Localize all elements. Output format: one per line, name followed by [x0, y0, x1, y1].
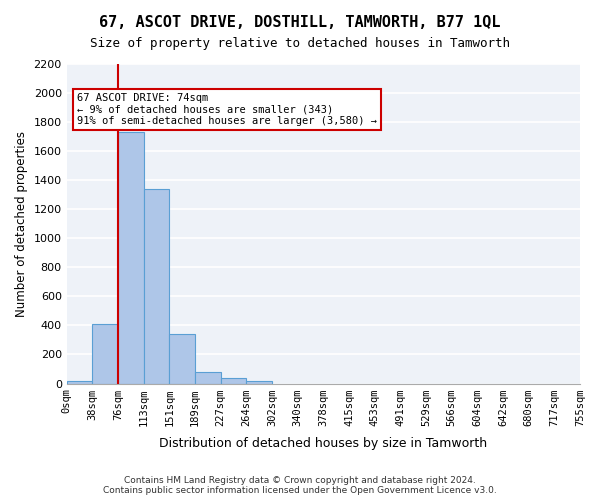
Bar — [195, 372, 221, 384]
Bar — [143, 189, 169, 384]
Bar — [221, 378, 247, 384]
X-axis label: Distribution of detached houses by size in Tamworth: Distribution of detached houses by size … — [159, 437, 487, 450]
Bar — [169, 334, 195, 384]
Text: Contains HM Land Registry data © Crown copyright and database right 2024.
Contai: Contains HM Land Registry data © Crown c… — [103, 476, 497, 495]
Text: Size of property relative to detached houses in Tamworth: Size of property relative to detached ho… — [90, 38, 510, 51]
Text: 67 ASCOT DRIVE: 74sqm
← 9% of detached houses are smaller (343)
91% of semi-deta: 67 ASCOT DRIVE: 74sqm ← 9% of detached h… — [77, 93, 377, 126]
Text: 67, ASCOT DRIVE, DOSTHILL, TAMWORTH, B77 1QL: 67, ASCOT DRIVE, DOSTHILL, TAMWORTH, B77… — [99, 15, 501, 30]
Y-axis label: Number of detached properties: Number of detached properties — [15, 131, 28, 317]
Bar — [118, 132, 143, 384]
Bar — [67, 382, 92, 384]
Bar — [247, 381, 272, 384]
Bar — [92, 324, 118, 384]
